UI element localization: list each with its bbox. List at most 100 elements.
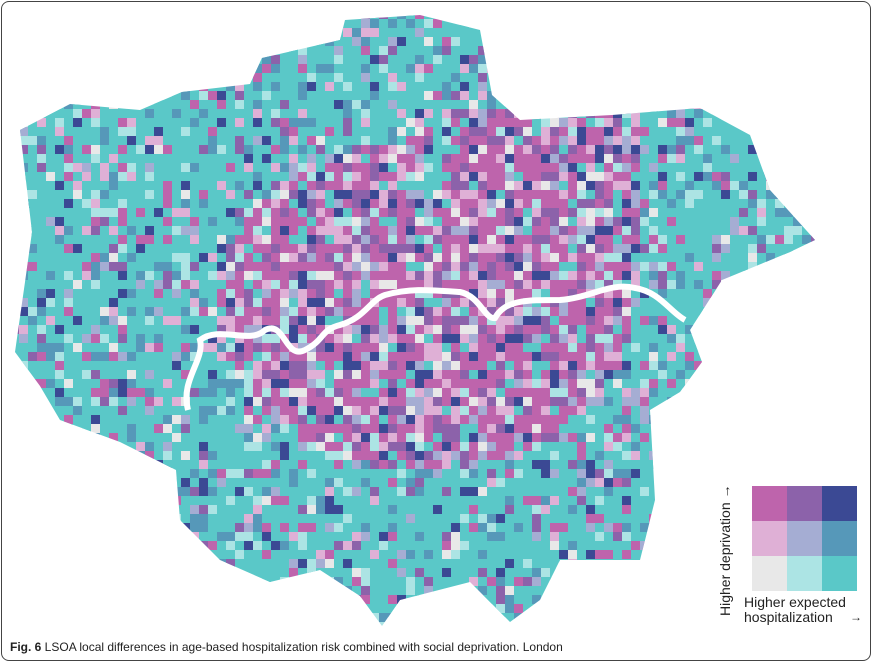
map-cell (154, 46, 163, 55)
map-cell (478, 145, 487, 154)
map-cell (109, 334, 118, 343)
map-cell (64, 361, 73, 370)
map-cell (271, 127, 280, 136)
map-cell (361, 100, 370, 109)
map-cell (586, 388, 595, 397)
map-cell (334, 37, 343, 46)
map-cell (415, 181, 424, 190)
map-cell (811, 100, 815, 109)
map-cell (82, 217, 91, 226)
map-cell (217, 478, 226, 487)
map-cell (424, 307, 433, 316)
map-cell (370, 433, 379, 442)
map-cell (19, 379, 28, 388)
map-cell (118, 487, 127, 496)
map-cell (325, 15, 343, 19)
map-cell (766, 118, 775, 127)
map-cell (793, 244, 802, 253)
map-cell (667, 451, 676, 460)
map-cell (766, 199, 775, 208)
map-cell (226, 397, 235, 406)
map-cell (145, 262, 154, 271)
map-cell (541, 226, 550, 235)
map-cell (640, 163, 649, 172)
map-cell (748, 343, 766, 352)
map-cell (208, 433, 217, 442)
map-cell (15, 235, 28, 244)
map-cell (343, 253, 352, 262)
map-cell (496, 82, 505, 91)
map-cell (55, 262, 64, 271)
map-cell (757, 325, 775, 334)
map-cell (199, 460, 208, 469)
map-cell (136, 15, 154, 19)
map-cell (127, 181, 136, 190)
map-cell (676, 15, 685, 19)
map-cell (15, 415, 19, 424)
map-cell (676, 460, 685, 469)
map-cell (181, 298, 190, 307)
map-cell (424, 244, 433, 253)
map-cell (424, 154, 433, 163)
map-cell (658, 289, 667, 298)
map-cell (352, 73, 361, 82)
map-cell (343, 217, 352, 226)
map-cell (541, 496, 550, 505)
map-cell (415, 199, 424, 208)
map-cell (235, 91, 244, 100)
map-cell (172, 433, 181, 442)
map-cell (172, 244, 181, 253)
map-cell (127, 289, 136, 298)
map-cell (649, 226, 658, 235)
map-cell (775, 235, 784, 244)
map-cell (685, 163, 694, 172)
map-cell (109, 478, 118, 487)
map-cell (784, 460, 802, 469)
map-cell (505, 235, 514, 244)
map-cell (262, 55, 271, 64)
map-cell (478, 154, 487, 163)
map-cell (406, 379, 415, 388)
map-cell (136, 154, 145, 163)
map-cell (658, 334, 667, 343)
map-cell (73, 55, 82, 64)
map-cell (15, 451, 28, 460)
map-cell (262, 109, 271, 118)
map-cell (757, 298, 766, 307)
map-cell (325, 208, 334, 217)
map-cell (811, 208, 815, 217)
map-cell (604, 415, 613, 424)
map-cell (100, 235, 109, 244)
map-cell (622, 145, 631, 154)
map-cell (244, 199, 253, 208)
map-cell (208, 199, 217, 208)
map-cell (802, 145, 815, 154)
map-cell (604, 91, 613, 100)
map-cell (127, 451, 136, 460)
map-cell (217, 190, 226, 199)
map-cell (388, 424, 397, 433)
map-cell (784, 244, 793, 253)
map-cell (352, 496, 361, 505)
map-cell (289, 37, 298, 46)
map-cell (226, 289, 235, 298)
map-cell (235, 28, 244, 37)
map-cell (253, 460, 262, 469)
map-cell (46, 172, 55, 181)
map-cell (721, 172, 730, 181)
map-cell (199, 496, 208, 505)
map-cell (424, 505, 433, 514)
map-cell (523, 100, 532, 109)
map-cell (568, 379, 577, 388)
map-cell (451, 343, 460, 352)
map-cell (748, 262, 757, 271)
map-cell (532, 15, 541, 19)
map-cell (748, 352, 766, 361)
map-cell (811, 15, 815, 19)
map-cell (172, 15, 181, 19)
map-cell (370, 343, 379, 352)
map-cell (739, 100, 757, 109)
map-cell (19, 415, 28, 424)
map-cell (172, 406, 181, 415)
map-cell (775, 262, 784, 271)
